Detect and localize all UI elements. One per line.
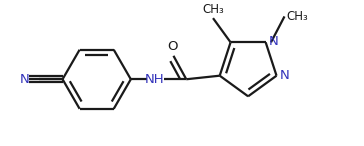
Text: O: O <box>167 40 178 53</box>
Text: CH₃: CH₃ <box>202 3 224 16</box>
Text: CH₃: CH₃ <box>286 10 308 23</box>
Text: N: N <box>19 73 29 86</box>
Text: N: N <box>269 35 278 48</box>
Text: NH: NH <box>145 73 164 86</box>
Text: N: N <box>280 69 289 82</box>
